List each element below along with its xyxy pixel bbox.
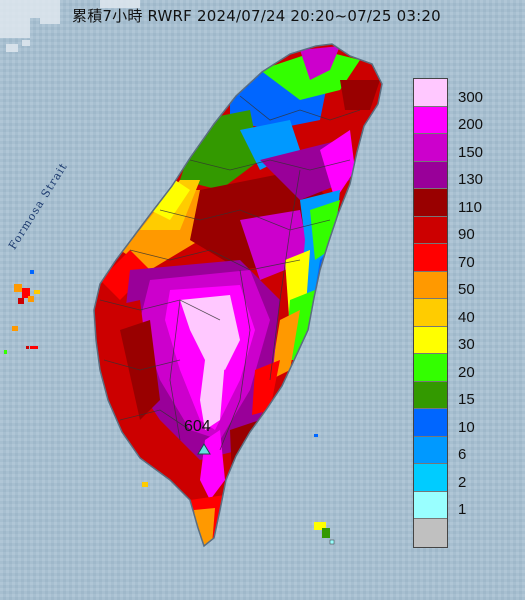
legend-swatch bbox=[414, 381, 447, 409]
legend-swatch bbox=[414, 189, 447, 217]
legend-label: 6 bbox=[458, 446, 467, 463]
legend-swatch bbox=[414, 299, 447, 327]
legend-swatch bbox=[414, 354, 447, 382]
legend-label: 30 bbox=[458, 336, 475, 353]
legend-label: 130 bbox=[458, 171, 484, 188]
legend-label: 90 bbox=[458, 226, 475, 243]
max-rainfall-triangle-icon bbox=[197, 443, 211, 455]
legend-label: 2 bbox=[458, 473, 467, 491]
legend-swatch bbox=[414, 436, 447, 464]
legend-label: 300 bbox=[458, 88, 484, 106]
coastline bbox=[93, 43, 383, 548]
legend-label: 50 bbox=[458, 281, 475, 298]
legend-swatch bbox=[414, 464, 447, 492]
legend-swatch bbox=[414, 271, 447, 299]
legend-swatch bbox=[414, 491, 447, 519]
legend-label: 200 bbox=[458, 116, 484, 133]
cloud-speckles bbox=[0, 0, 140, 52]
legend-swatch bbox=[414, 216, 447, 244]
county-borders bbox=[99, 95, 361, 451]
legend-swatch bbox=[414, 326, 447, 354]
legend-label: 15 bbox=[458, 391, 475, 408]
legend-label: 40 bbox=[458, 308, 475, 326]
map-title: 累積7小時 RWRF 2024/07/24 20:20~07/25 03:20 bbox=[72, 7, 441, 25]
legend-swatch bbox=[414, 244, 447, 272]
lanyu-island bbox=[329, 539, 335, 545]
legend-swatch bbox=[414, 519, 447, 547]
legend-swatch bbox=[414, 161, 447, 189]
legend-swatch bbox=[414, 79, 447, 107]
legend-swatch bbox=[414, 134, 447, 162]
legend-label: 110 bbox=[458, 198, 482, 216]
legend-swatch bbox=[414, 106, 447, 134]
legend-label: 70 bbox=[458, 253, 475, 271]
legend-color-bar bbox=[413, 78, 448, 548]
legend-label: 20 bbox=[458, 363, 475, 381]
legend-label: 150 bbox=[458, 143, 484, 161]
offshore-echoes bbox=[4, 270, 330, 538]
legend-swatch bbox=[414, 409, 447, 437]
max-rainfall-value: 604 bbox=[184, 418, 211, 435]
legend-label: 10 bbox=[458, 418, 475, 436]
legend-label: 1 bbox=[458, 501, 467, 518]
